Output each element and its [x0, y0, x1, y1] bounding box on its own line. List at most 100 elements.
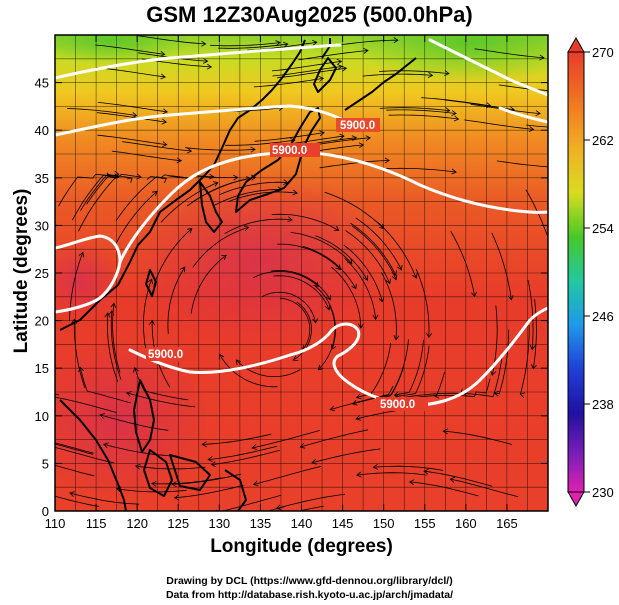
streamline — [97, 134, 167, 146]
streamline-arrowhead — [161, 177, 168, 183]
credit-drawing: Drawing by DCL (https://www.gfd-dennou.o… — [166, 575, 453, 587]
x-tick-label: 130 — [208, 516, 230, 531]
contour-labels: 5900.0 5900.0 5900.0 5900.0 — [146, 118, 428, 411]
streamline-arrowhead — [385, 278, 391, 285]
y-tick-label: 45 — [35, 76, 49, 91]
colorbar-tick-label: 270 — [592, 45, 614, 60]
streamline-arrowhead — [203, 58, 209, 64]
streamline — [362, 73, 433, 77]
streamline-arrowhead — [426, 332, 433, 339]
streamline-arrowhead — [212, 181, 219, 187]
streamline-arrowhead — [25, 436, 30, 441]
streamline — [491, 232, 512, 300]
streamline — [55, 446, 115, 464]
streamline-arrowhead — [529, 344, 536, 351]
streamline — [116, 488, 187, 493]
streamline-arrowhead — [243, 225, 250, 232]
streamline — [86, 173, 142, 205]
streamline-arrowhead — [206, 63, 213, 70]
y-tick-label: 15 — [35, 361, 49, 376]
streamline — [55, 464, 95, 477]
streamline — [494, 329, 510, 395]
y-tick-label: 0 — [42, 504, 49, 519]
streamline-arrowhead — [346, 258, 353, 264]
x-tick-label: 120 — [126, 516, 148, 531]
streamline — [122, 141, 192, 152]
streamline-arrowhead — [312, 39, 318, 46]
streamline-arrowhead — [412, 273, 418, 279]
streamline — [97, 102, 168, 113]
streamline-arrowhead — [335, 264, 341, 271]
streamline — [134, 367, 189, 401]
streamline-arrowhead — [311, 458, 317, 465]
streamline-arrowhead — [427, 72, 434, 78]
y-tick-label: 25 — [35, 266, 49, 281]
streamline-arrowhead — [451, 168, 457, 175]
streamline-arrowhead — [27, 457, 32, 462]
y-tick-label: 20 — [35, 314, 49, 329]
x-tick-label: 165 — [496, 516, 518, 531]
streamline-arrowhead — [539, 54, 545, 61]
streamline-arrowhead — [110, 302, 117, 309]
streamline-arrowhead — [325, 294, 332, 301]
streamline-arrowhead — [186, 147, 193, 154]
streamline — [114, 191, 158, 247]
streamline-arrowhead — [391, 270, 397, 277]
colorbar: 270 262 254 246 238 230 — [567, 36, 614, 508]
streamline-arrowhead — [341, 65, 348, 72]
streamline — [69, 492, 140, 505]
streamline — [103, 443, 173, 457]
streamline — [395, 388, 463, 400]
x-tick-label: 135 — [250, 516, 272, 531]
streamline-arrowhead — [103, 442, 109, 449]
x-axis-label: Longitude (degrees) — [210, 536, 393, 557]
streamline — [266, 506, 286, 511]
x-tick-label: 110 — [45, 516, 66, 531]
streamline — [527, 279, 534, 350]
x-tick-label: 125 — [167, 516, 189, 531]
streamline — [112, 303, 121, 373]
streamline — [55, 495, 100, 507]
streamline — [253, 465, 322, 485]
streamline — [192, 226, 249, 268]
streamline-arrowhead — [78, 366, 84, 373]
streamline-arrowhead — [355, 393, 362, 400]
credit-data-source: Data from http://database.rish.kyoto-u.a… — [165, 589, 454, 601]
streamline-arrowhead — [49, 394, 54, 399]
streamline-arrowhead — [393, 335, 400, 341]
streamline — [297, 505, 324, 511]
streamline-arrowhead — [162, 141, 168, 148]
streamline-arrowhead — [550, 249, 555, 254]
streamline — [525, 189, 548, 239]
streamline — [214, 189, 282, 206]
streamline — [526, 124, 548, 128]
streamline-arrowhead — [31, 488, 36, 493]
streamline-arrowhead — [363, 47, 369, 54]
streamline — [160, 182, 219, 223]
streamline — [73, 319, 86, 389]
streamline-arrowhead — [162, 108, 169, 115]
streamline — [261, 291, 316, 323]
streamline — [253, 270, 319, 287]
streamline-arrowhead — [147, 278, 153, 285]
streamline-arrowhead — [384, 157, 390, 164]
streamline — [99, 414, 169, 431]
y-tick-label: 40 — [35, 123, 49, 138]
streamline-arrowhead — [351, 283, 357, 290]
streamline — [434, 378, 491, 398]
y-tick-label: 5 — [42, 456, 49, 471]
streamline — [302, 245, 357, 290]
colorbar-tick-label: 246 — [592, 309, 614, 324]
streamline — [79, 367, 131, 404]
streamline — [55, 443, 94, 455]
streamline — [55, 442, 94, 454]
streamline — [107, 312, 119, 382]
streamline-arrowhead — [171, 481, 177, 488]
streamline-arrowhead — [160, 73, 166, 80]
streamline-arrowhead — [313, 281, 319, 288]
streamline-arrowhead — [330, 344, 337, 351]
y-tick-label: 35 — [35, 171, 49, 186]
streamline-arrowhead — [104, 312, 111, 318]
streamline-arrowhead — [444, 107, 451, 114]
x-tick-label: 115 — [86, 516, 107, 531]
